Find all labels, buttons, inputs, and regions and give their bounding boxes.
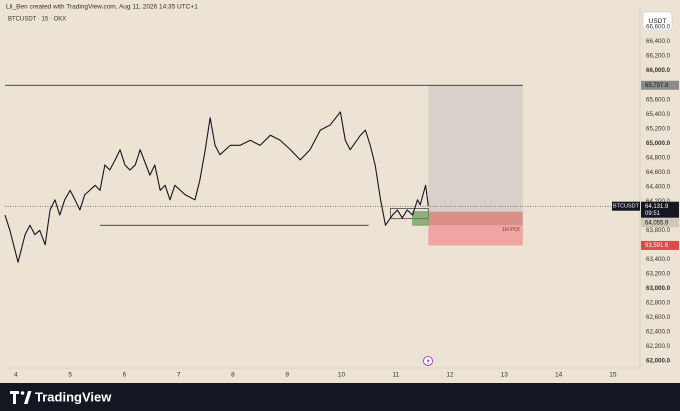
target-tag-bg <box>641 80 679 90</box>
event-icon[interactable] <box>423 356 433 366</box>
currency-button-box[interactable] <box>642 11 673 31</box>
brand-name: TradingView <box>35 389 112 404</box>
y-tick-label: 62,000.0 <box>646 358 671 365</box>
attribution: Lil_Ben created with TradingView.com, Au… <box>6 4 198 11</box>
y-tick-label: 64,400.0 <box>646 183 671 190</box>
x-tick-label: 5 <box>68 372 72 379</box>
x-tick-label: 13 <box>501 372 509 379</box>
y-tick-label: 63,200.0 <box>646 271 671 278</box>
countdown-tag: 09:51 <box>645 211 661 217</box>
stop-tag-bg <box>641 240 679 250</box>
currency-button[interactable]: USDT <box>642 11 673 31</box>
y-tick-label: 64,800.0 <box>646 154 671 161</box>
y-tick-label: 65,600.0 <box>646 96 671 103</box>
x-tick-label: 8 <box>231 372 235 379</box>
y-tick-label: 62,800.0 <box>646 300 671 307</box>
symbol-tag: BTCUSDT <box>613 204 640 210</box>
last-price-tag: 64,131.9 <box>645 204 669 210</box>
x-tick-label: 9 <box>285 372 289 379</box>
x-tick-label: 12 <box>446 372 454 379</box>
y-tick-label: 64,600.0 <box>646 169 671 176</box>
x-tick-label: 7 <box>177 372 181 379</box>
y-tick-label: 65,400.0 <box>646 111 671 118</box>
currency-label[interactable]: USDT <box>649 18 667 25</box>
x-tick-label: 14 <box>555 372 563 379</box>
y-tick-label: 62,200.0 <box>646 343 671 350</box>
poi-zone <box>412 211 523 226</box>
loss-zone <box>428 211 523 246</box>
x-tick-label: 6 <box>123 372 127 379</box>
logo-dot <box>20 391 25 395</box>
target-tag: 65,797.8 <box>645 83 669 89</box>
footer-bar <box>0 383 680 411</box>
brand-logo: TradingView <box>10 389 112 404</box>
x-tick-label: 10 <box>338 372 346 379</box>
y-tick-label: 63,800.0 <box>646 227 671 234</box>
y-tick-label: 62,600.0 <box>646 314 671 321</box>
symbol-tag-bg <box>612 201 640 211</box>
chart-title: BTCUSDT · 15 · OKX <box>8 17 66 23</box>
logo-mark <box>10 391 19 404</box>
price-line <box>4 111 429 263</box>
logo-slash <box>24 391 32 404</box>
y-tick-label: 63,400.0 <box>646 256 671 263</box>
last-price-tag-bg <box>641 201 679 211</box>
profit-zone <box>428 85 523 212</box>
x-tick-label: 15 <box>609 372 617 379</box>
y-tick-label: 65,000.0 <box>646 140 671 147</box>
y-tick-label: 66,200.0 <box>646 53 671 60</box>
x-tick-label: 4 <box>14 372 18 379</box>
poi-label: 1H POI <box>502 227 521 233</box>
entry-tag: 64,055.9 <box>645 220 669 226</box>
countdown-tag-bg <box>641 208 679 218</box>
entry-tag-bg <box>641 218 679 228</box>
y-tick-label: 66,400.0 <box>646 38 671 45</box>
y-tick-label: 66,600.0 <box>646 24 671 31</box>
plot-layer: 66,600.066,400.066,200.066,000.065,800.0… <box>4 24 679 379</box>
range-box <box>412 211 429 226</box>
y-tick-label: 65,200.0 <box>646 125 671 132</box>
x-tick-label: 11 <box>392 372 399 379</box>
y-tick-label: 64,200.0 <box>646 198 671 205</box>
y-tick-label: 66,000.0 <box>646 67 671 74</box>
y-tick-label: 63,000.0 <box>646 285 671 292</box>
y-tick-label: 62,400.0 <box>646 329 671 336</box>
event-icon-bolt[interactable] <box>426 357 430 365</box>
stop-tag: 63,591.6 <box>645 243 669 249</box>
